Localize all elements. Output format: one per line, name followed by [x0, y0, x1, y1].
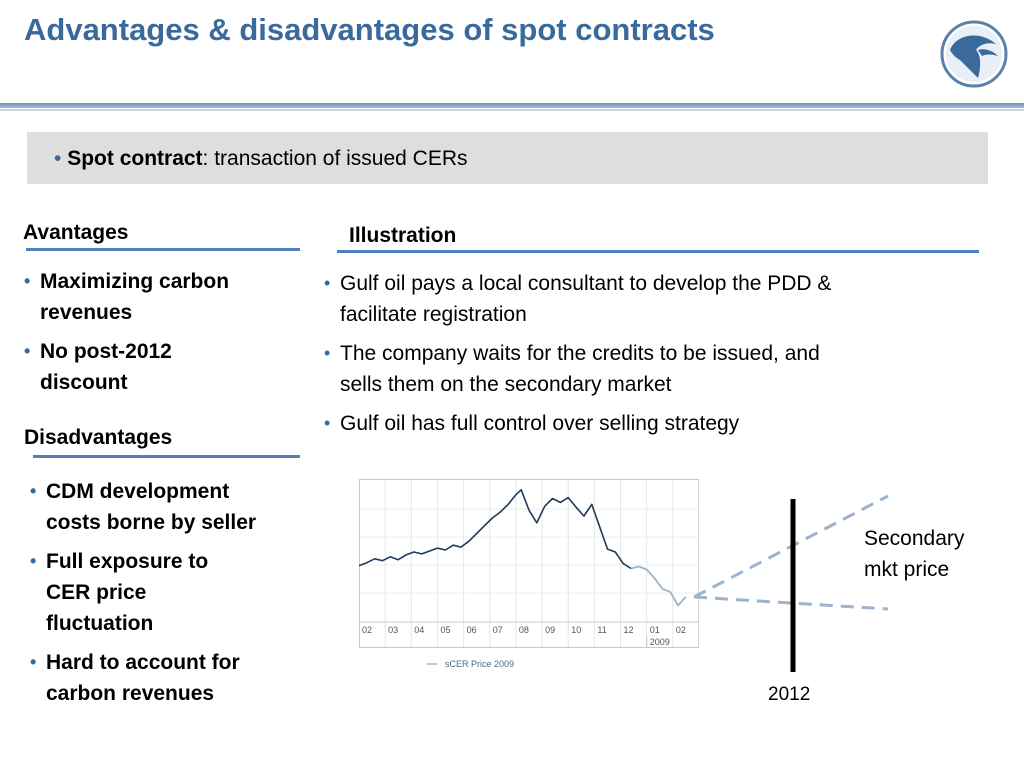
- definition-banner: • Spot contract: transaction of issued C…: [27, 132, 988, 184]
- eagle-head-logo: [940, 20, 1008, 88]
- illustration-line: facilitate registration: [340, 303, 527, 326]
- bullet-icon: •: [54, 147, 62, 170]
- chart-grid: [359, 480, 699, 647]
- price-series-line-recent: [630, 565, 687, 607]
- advantages-rule: [26, 248, 300, 251]
- x-tick-label: 01: [650, 625, 660, 635]
- list-item: • CDM development costs borne by seller: [30, 476, 320, 538]
- list-item: • No post-2012 discount: [24, 336, 314, 398]
- bullet-icon: •: [324, 273, 331, 293]
- x-tick-label: 12: [624, 625, 634, 635]
- list-item: • The company waits for the credits to b…: [324, 338, 974, 400]
- x-tick-label: 11: [597, 625, 606, 635]
- x-tick-label: 08: [519, 625, 529, 635]
- lower-projection-line: [693, 595, 889, 611]
- x-tick-label: 02: [362, 625, 372, 635]
- chart-lines: [359, 489, 687, 607]
- advantage-line: No post-2012: [40, 340, 172, 363]
- title-divider-shadow: [0, 109, 1024, 111]
- chart-legend: sCER Price 2009: [445, 659, 514, 669]
- banner-definition: : transaction of issued CERs: [202, 147, 468, 170]
- list-item: • Gulf oil pays a local consultant to de…: [324, 268, 974, 330]
- disadvantage-line: CDM development: [46, 480, 230, 503]
- disadvantage-line: Full exposure to: [46, 550, 209, 573]
- disadvantage-line: carbon revenues: [46, 682, 215, 705]
- illustration-line: The company waits for the credits to be …: [340, 342, 820, 365]
- x-tick-label: 10: [571, 625, 581, 635]
- x-tick-label: 02: [676, 625, 686, 635]
- disadvantages-heading: Disadvantages: [24, 426, 173, 449]
- illustration-rule: [337, 250, 979, 253]
- list-item: • Hard to account for carbon revenues: [30, 647, 320, 709]
- secondary-price-label: Secondary mkt price: [864, 523, 964, 585]
- illustration-line: sells them on the secondary market: [340, 373, 672, 396]
- x-tick-label: 04: [414, 625, 424, 635]
- price-chart: 02 03 04 05 06 07 08 09 10 11 12 01 02 2009 sCER Pric…: [359, 479, 699, 669]
- disadvantage-line: Hard to account for: [46, 651, 240, 674]
- title-divider: [0, 103, 1024, 108]
- x-group-label: 2009: [650, 637, 670, 647]
- bullet-icon: •: [30, 551, 37, 571]
- slide-title: Advantages & disadvantages of spot contr…: [24, 12, 715, 47]
- advantage-line: revenues: [40, 301, 133, 324]
- advantage-line: discount: [40, 371, 128, 394]
- x-tick-label: 06: [467, 625, 477, 635]
- bullet-icon: •: [24, 271, 31, 291]
- bullet-icon: •: [324, 413, 331, 433]
- year-marker-label: 2012: [768, 684, 811, 705]
- bullet-icon: •: [324, 343, 331, 363]
- price-series-line: [359, 489, 632, 570]
- bullet-icon: •: [24, 341, 31, 361]
- disadvantages-list: • CDM development costs borne by seller …: [30, 476, 320, 717]
- advantages-list: • Maximizing carbon revenues • No post-2…: [24, 266, 314, 406]
- x-tick-label: 03: [388, 625, 398, 635]
- disadvantage-line: costs borne by seller: [46, 511, 257, 534]
- list-item: • Full exposure to CER price fluctuation: [30, 546, 320, 639]
- list-item: • Maximizing carbon revenues: [24, 266, 314, 328]
- x-tick-label: 05: [440, 625, 450, 635]
- bullet-icon: •: [30, 481, 37, 501]
- illustration-list: • Gulf oil pays a local consultant to de…: [324, 268, 974, 447]
- secondary-price-label-line: mkt price: [864, 558, 950, 581]
- illustration-line: Gulf oil has full control over selling s…: [340, 412, 740, 435]
- illustration-line: Gulf oil pays a local consultant to deve…: [340, 272, 832, 295]
- x-tick-label: 09: [545, 625, 555, 635]
- banner-term: Spot contract: [67, 147, 203, 170]
- secondary-price-label-line: Secondary: [864, 527, 965, 550]
- advantages-heading: Avantages: [23, 221, 129, 244]
- bullet-icon: •: [30, 652, 37, 672]
- advantage-line: Maximizing carbon: [40, 270, 230, 293]
- disadvantages-rule: [33, 455, 300, 458]
- disadvantage-line: CER price: [46, 581, 147, 604]
- x-tick-label: 07: [493, 625, 503, 635]
- illustration-heading: Illustration: [349, 224, 457, 247]
- disadvantage-line: fluctuation: [46, 612, 154, 635]
- projection-diagram: [693, 494, 889, 672]
- chart-ticks: 02 03 04 05 06 07 08 09 10 11 12 01 02 2009: [362, 625, 686, 647]
- list-item: • Gulf oil has full control over selling…: [324, 408, 974, 439]
- chart-frame: [359, 479, 699, 648]
